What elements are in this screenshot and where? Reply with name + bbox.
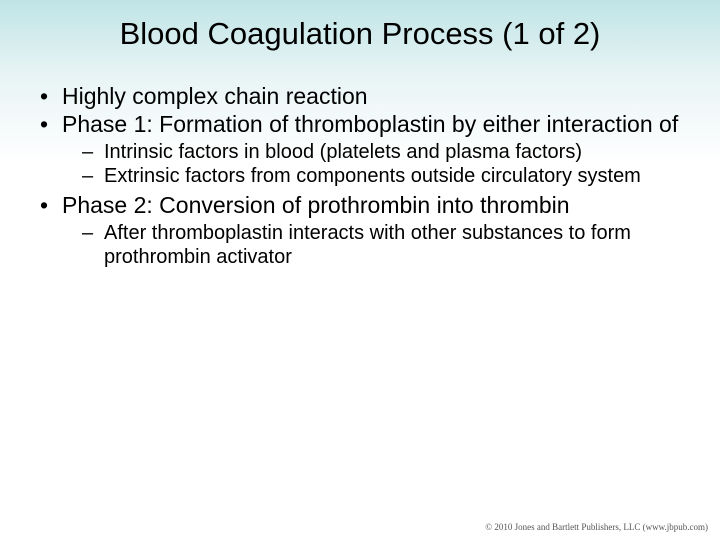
bullet-list-level1: Highly complex chain reaction Phase 1: F…	[36, 82, 692, 270]
bullet-item: Phase 1: Formation of thromboplastin by …	[36, 110, 692, 189]
slide-content: Highly complex chain reaction Phase 1: F…	[36, 82, 692, 272]
sub-bullet-item: After thromboplastin interacts with othe…	[80, 221, 692, 270]
slide-container: Blood Coagulation Process (1 of 2) Highl…	[0, 0, 720, 540]
sub-bullet-item: Extrinsic factors from components outsid…	[80, 164, 692, 188]
sub-bullet-item: Intrinsic factors in blood (platelets an…	[80, 140, 692, 164]
slide-title: Blood Coagulation Process (1 of 2)	[0, 16, 720, 52]
bullet-item: Highly complex chain reaction	[36, 82, 692, 110]
sub-bullet-text: Extrinsic factors from components outsid…	[104, 165, 641, 187]
bullet-list-level2: Intrinsic factors in blood (platelets an…	[80, 140, 692, 189]
bullet-text: Phase 1: Formation of thromboplastin by …	[62, 111, 678, 137]
sub-bullet-text: Intrinsic factors in blood (platelets an…	[104, 141, 582, 163]
bullet-list-level2: After thromboplastin interacts with othe…	[80, 221, 692, 270]
copyright-footer: © 2010 Jones and Bartlett Publishers, LL…	[485, 522, 708, 532]
bullet-text: Highly complex chain reaction	[62, 83, 368, 109]
bullet-text: Phase 2: Conversion of prothrombin into …	[62, 192, 570, 218]
bullet-item: Phase 2: Conversion of prothrombin into …	[36, 191, 692, 270]
sub-bullet-text: After thromboplastin interacts with othe…	[104, 222, 631, 268]
